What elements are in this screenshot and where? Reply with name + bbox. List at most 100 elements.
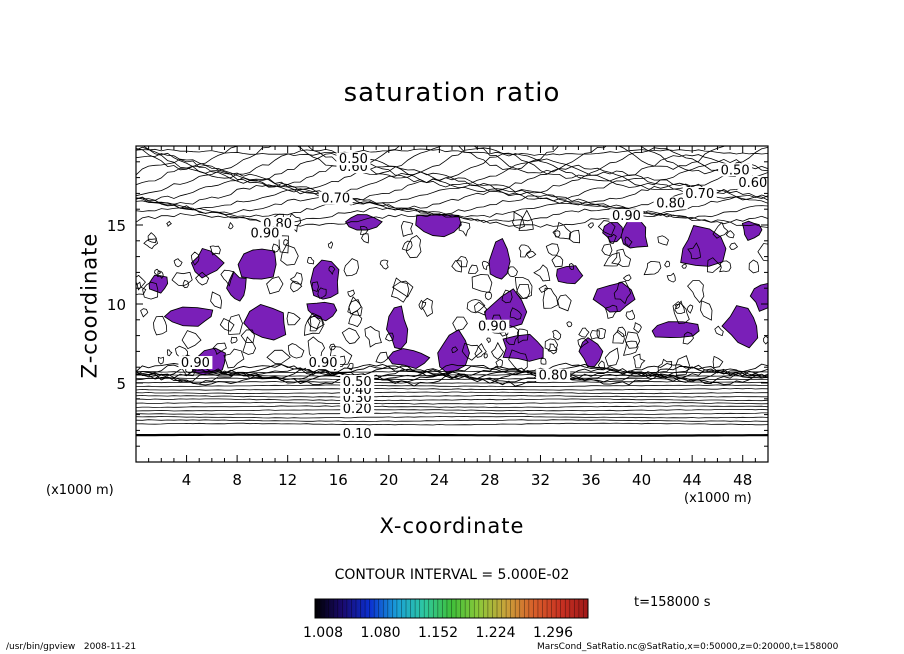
contour-cell: [466, 299, 486, 314]
contour-cell: [681, 263, 687, 269]
contour-cell: [551, 255, 564, 268]
contour-cell: [474, 343, 487, 358]
colorbar-tick-label: 1.224: [475, 625, 515, 641]
contour-line: [136, 182, 768, 206]
contour-cell: [552, 329, 562, 341]
contour-cell: [418, 299, 427, 310]
contour-label-bg: [718, 163, 753, 177]
colorbar-tick-label: 1.152: [418, 625, 458, 641]
contour-cell: [587, 222, 594, 229]
contour-line: [136, 408, 768, 412]
contour-cell: [552, 221, 572, 240]
contour-cell: [568, 263, 575, 271]
contour-cell: [347, 362, 354, 371]
contour-cell: [622, 274, 632, 282]
contour-cell: [632, 353, 646, 369]
contour-cell: [375, 351, 389, 364]
contour-label: 0.90: [250, 226, 279, 241]
contour-cell: [286, 311, 301, 326]
x-tick-label: 8: [232, 471, 242, 489]
contour-cell: [283, 239, 289, 246]
contour-cell: [219, 317, 235, 332]
contour-cell: [223, 348, 245, 369]
contour-cell: [607, 233, 617, 245]
contour-cell: [379, 259, 389, 270]
contour-label-bg: [247, 226, 282, 240]
contour-cell: [643, 260, 662, 276]
source-info: MarsCond_SatRatio.nc@SatRatio,x=0:50000,…: [537, 642, 839, 652]
contour-cell: [303, 312, 324, 336]
contour-line: [136, 391, 768, 395]
contour-line: [136, 415, 768, 419]
contour-lines-layer: [136, 146, 768, 437]
colorbar-tick-label: 1.080: [360, 625, 400, 641]
contour-cell: [359, 225, 369, 235]
program-path: /usr/bin/gpview: [6, 642, 76, 652]
contour-cell: [578, 327, 590, 338]
y-tick-label: 5: [116, 375, 126, 393]
time-label: t=158000 s: [634, 595, 711, 610]
contour-cell: [327, 241, 333, 249]
x-tick-label: 28: [480, 471, 499, 489]
contour-cell: [729, 242, 739, 250]
program-stamp: /usr/bin/gpview 2008-11-21: [6, 643, 136, 652]
contour-cell: [545, 243, 560, 256]
contour-cell: [657, 235, 669, 246]
contour-cell: [577, 338, 589, 349]
contour-cell: [508, 349, 528, 374]
contour-cell: [757, 243, 768, 262]
contour-line: [136, 387, 768, 391]
contour-cell: [554, 230, 561, 238]
supersaturated-region: [306, 301, 338, 322]
contour-cell: [547, 343, 558, 355]
contour-cell: [458, 221, 471, 237]
y-axis-unit: (x1000 m): [46, 483, 114, 498]
y-axis-label: Z-coordinate: [77, 232, 102, 379]
contour-cell: [633, 322, 642, 334]
contour-cell: [682, 331, 694, 345]
contour-label: 0.60: [738, 176, 767, 191]
contour-line: [136, 177, 768, 202]
contour-cell: [514, 276, 533, 300]
contour-line: [136, 158, 768, 188]
contour-cell: [712, 355, 724, 369]
contour-cell: [451, 260, 463, 273]
supersaturated-region: [237, 248, 277, 280]
contour-cell: [210, 291, 223, 309]
x-tick-label: 20: [379, 471, 398, 489]
contour-cell: [311, 281, 319, 293]
contour-cell: [309, 314, 325, 332]
contour-line: [142, 146, 768, 175]
contour-cell: [227, 314, 243, 335]
contour-line: [136, 401, 768, 405]
contour-cell: [307, 316, 321, 330]
x-tick-label: 16: [329, 471, 348, 489]
contour-cell: [266, 349, 291, 365]
contour-labels-layer: 0.100.200.300.400.500.90 0.900.900.800.80…: [178, 152, 770, 442]
contour-cell: [182, 279, 190, 289]
contour-cell: [181, 330, 202, 350]
contour-cell: [209, 245, 221, 256]
contour-cell: [400, 220, 414, 237]
supersaturated-region: [387, 348, 431, 369]
contour-line: [136, 412, 768, 415]
contour-line: [136, 363, 768, 377]
contour-cell: [290, 280, 303, 293]
supersaturated-region: [680, 224, 727, 267]
contour-line: [136, 373, 768, 387]
contour-cell: [166, 349, 173, 357]
contour-label-bg: [340, 427, 375, 441]
contour-cell: [515, 283, 531, 299]
contour-label-bg: [336, 152, 371, 166]
chart-title: saturation ratio: [343, 78, 561, 108]
contour-cell: [289, 272, 303, 285]
x-tick-label: 40: [632, 471, 651, 489]
supersaturated-region: [488, 237, 511, 280]
contour-cell: [405, 234, 422, 259]
contour-cell: [471, 274, 493, 294]
supersaturated-region: [721, 305, 759, 349]
x-tick-label: 24: [430, 471, 449, 489]
contour-cell: [481, 260, 490, 271]
contour-cell: [507, 266, 518, 278]
plot-date: 2008-11-21: [83, 642, 137, 652]
